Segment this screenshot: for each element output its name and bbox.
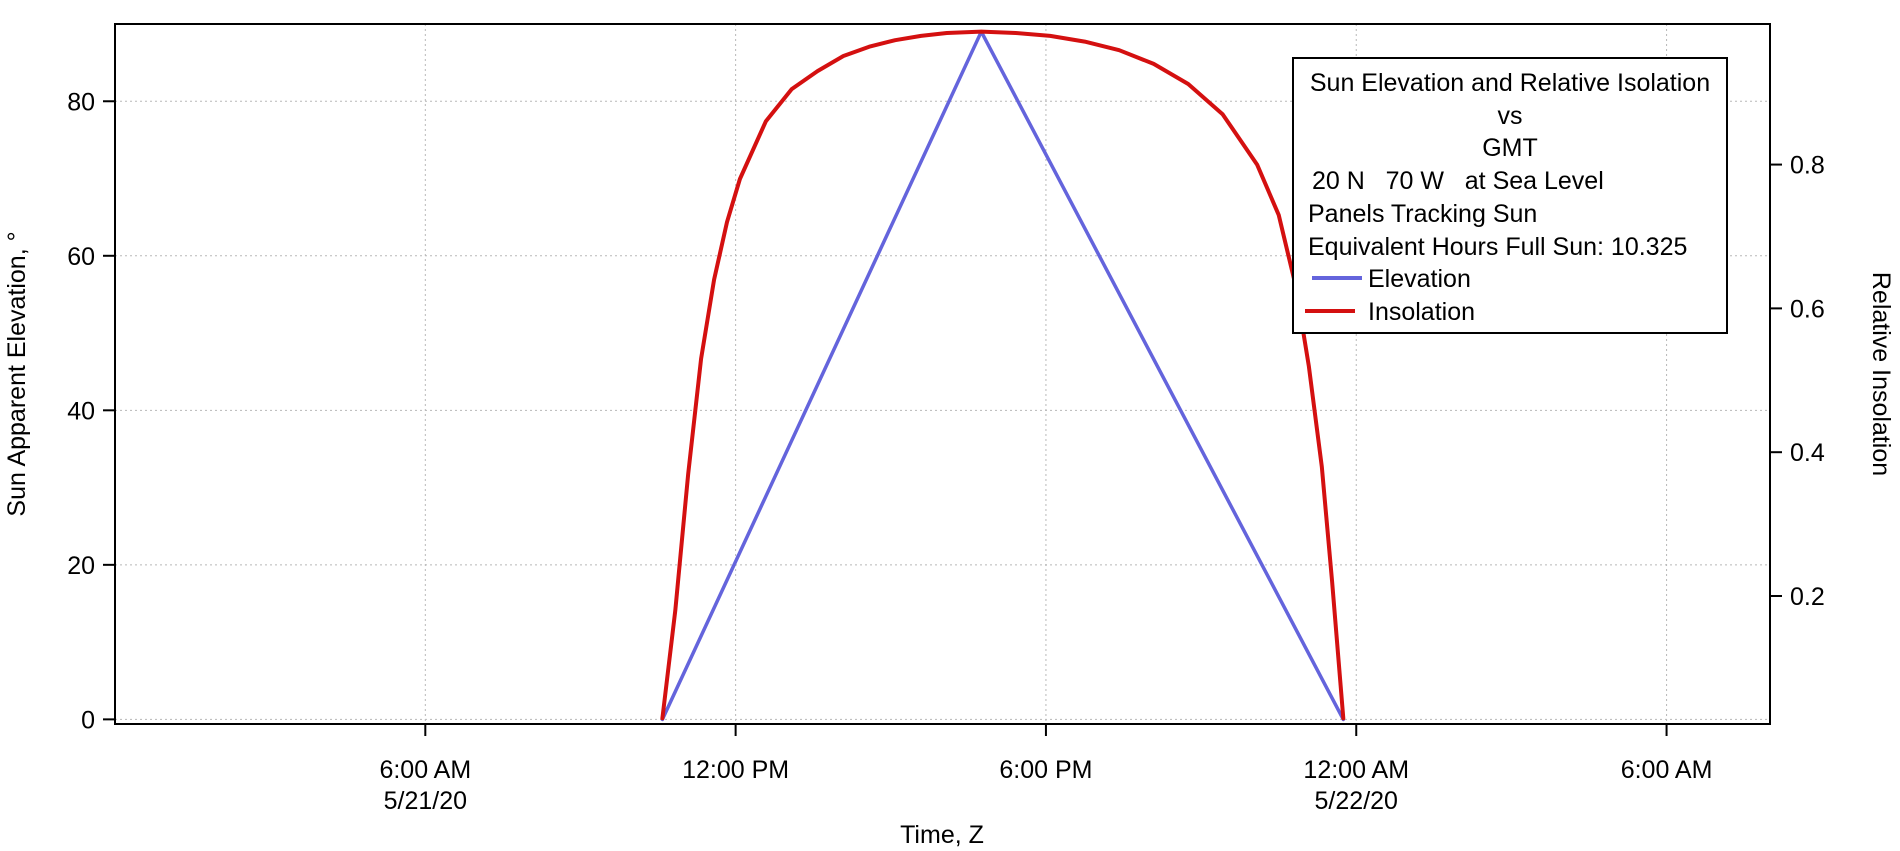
legend-panels-text: Panels Tracking Sun [1308, 200, 1537, 228]
y2-tick-label: 0.6 [1790, 295, 1825, 323]
y2-tick-label: 0.2 [1790, 583, 1825, 611]
legend: Sun Elevation and Relative Isolation vs … [1293, 58, 1727, 333]
y2-tick-label: 0.4 [1790, 439, 1825, 467]
series-line-elevation [662, 32, 1343, 720]
x-tick-label: 6:00 AM [1621, 756, 1713, 784]
y-tick-label: 60 [67, 243, 95, 271]
x-tick-label: 6:00 PM [999, 756, 1092, 784]
legend-title-line-2: vs [1498, 102, 1523, 130]
legend-title-line-3: GMT [1482, 134, 1538, 162]
x-tick-label: 12:00 PM [682, 756, 789, 784]
legend-title-line-1: Sun Elevation and Relative Isolation [1310, 69, 1710, 97]
y-tick-label: 40 [67, 397, 95, 425]
x-tick-label: 12:00 AM [1303, 756, 1409, 784]
y2-tick-label: 0.8 [1790, 152, 1825, 180]
x-axis-title: Time, Z [900, 821, 984, 849]
legend-box [1293, 58, 1727, 333]
y-axis-title: Sun Apparent Elevation, ° [3, 231, 31, 516]
series-line-insolation [662, 32, 1343, 719]
legend-elevation-label: Elevation [1368, 265, 1471, 293]
y-tick-label: 80 [67, 88, 95, 116]
legend-location-text: 20 N 70 W at Sea Level [1305, 167, 1604, 195]
legend-insolation-label: Insolation [1368, 298, 1475, 326]
y-tick-label: 0 [81, 706, 95, 734]
series-layer [662, 32, 1343, 720]
x-tick-sublabel: 5/21/20 [384, 787, 467, 815]
y-tick-label: 20 [67, 552, 95, 580]
legend-hours-text: Equivalent Hours Full Sun: 10.325 [1308, 233, 1687, 261]
y2-axis-title: Relative Insolation [1867, 272, 1895, 476]
x-tick-label: 6:00 AM [379, 756, 471, 784]
x-tick-sublabel: 5/22/20 [1315, 787, 1398, 815]
